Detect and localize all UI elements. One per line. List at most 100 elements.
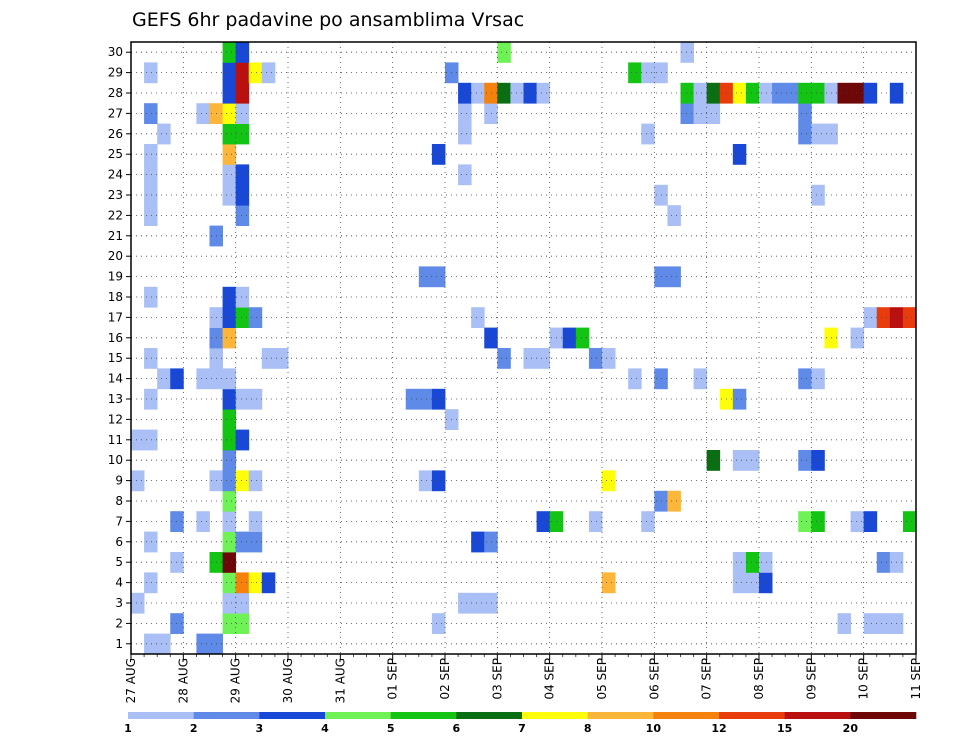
heatmap-cell (248, 470, 263, 492)
heatmap-cell (759, 552, 773, 573)
heatmap-cell (510, 82, 524, 104)
heatmap-cell (222, 123, 237, 145)
heatmap-cell (667, 266, 681, 288)
heatmap-cell (850, 82, 865, 104)
heatmap-cell (222, 388, 237, 410)
heatmap-cell (222, 409, 237, 430)
y-tick-label: 26 (108, 127, 123, 141)
y-tick-label: 17 (108, 310, 123, 324)
heatmap-cell (484, 82, 498, 104)
heatmap-cell (837, 613, 851, 634)
heatmap-cell (745, 552, 760, 573)
colorbar-label: 7 (518, 722, 526, 735)
y-tick-label: 13 (108, 392, 123, 406)
heatmap-cell (235, 429, 250, 451)
heatmap-cell (222, 42, 237, 63)
heatmap-cell (693, 103, 708, 124)
heatmap-cell (235, 62, 250, 84)
heatmap-cell (222, 184, 237, 206)
colorbar-label: 15 (777, 722, 792, 735)
heatmap-cell (222, 450, 237, 471)
heatmap-cell (144, 531, 158, 553)
heatmap-cell (588, 511, 603, 532)
heatmap-cell (196, 633, 210, 655)
heatmap-cell (157, 368, 171, 390)
heatmap-cell (222, 103, 237, 124)
heatmap-cell (732, 450, 747, 471)
grid-lines (131, 42, 916, 654)
heatmap-cell (602, 348, 616, 369)
heatmap-cell (588, 348, 603, 369)
heatmap-cell (235, 613, 250, 634)
heatmap-cell (876, 613, 891, 634)
heatmap-cell (157, 123, 171, 145)
heatmap-cell (131, 592, 145, 614)
heatmap-cell (667, 490, 681, 512)
y-tick-label: 23 (108, 188, 123, 202)
x-tick-label: 07 SEP (700, 658, 714, 700)
heatmap-cell (497, 348, 511, 369)
y-tick-label: 15 (108, 351, 123, 365)
heatmap-cell (772, 82, 786, 104)
heatmap-cell (248, 531, 263, 553)
heatmap-cell (680, 103, 694, 124)
y-tick-label: 28 (108, 86, 123, 100)
heatmap-cell (222, 286, 237, 308)
heatmap-cell (641, 511, 655, 532)
heatmap-cell (798, 368, 812, 390)
heatmap-cell (458, 123, 472, 145)
heatmap-cell (235, 592, 250, 614)
x-tick-label: 08 SEP (752, 658, 766, 700)
colorbar-label: 20 (843, 722, 859, 735)
colorbar-swatch (259, 712, 326, 719)
heatmap-cell (602, 470, 616, 492)
x-tick-label: 03 SEP (490, 658, 504, 700)
heatmap-cell (837, 82, 851, 104)
heatmap-cell (876, 552, 891, 573)
heatmap-cell (628, 62, 642, 84)
heatmap-cell (863, 82, 878, 104)
heatmap-cell (484, 531, 498, 553)
x-tick-label: 29 AUG (229, 658, 243, 703)
heatmap-cell (811, 368, 825, 390)
heatmap-cell (902, 307, 917, 328)
x-tick-label: 11 SEP (909, 658, 923, 700)
heatmap-cell (575, 327, 590, 349)
heatmap-cell (431, 144, 446, 165)
y-tick-label: 8 (115, 494, 123, 508)
heatmap-cell (235, 103, 250, 124)
x-tick-label: 09 SEP (804, 658, 818, 700)
heatmap-cell (235, 82, 250, 104)
heatmap-cell (196, 103, 210, 124)
y-tick-label: 24 (108, 168, 123, 182)
y-tick-label: 18 (108, 290, 123, 304)
heatmap-cell (471, 307, 485, 328)
heatmap-cell (418, 266, 433, 288)
heatmap-cell (732, 552, 747, 573)
y-tick-label: 2 (115, 616, 123, 630)
x-tick-label: 10 SEP (857, 658, 871, 700)
heatmap-cell (431, 266, 446, 288)
heatmap-cell (811, 184, 825, 206)
heatmap-cell (431, 388, 446, 410)
heatmap-cell (222, 307, 237, 328)
heatmap-cell (680, 82, 694, 104)
heatmap-cell (536, 82, 551, 104)
heatmap-cell (222, 62, 237, 84)
y-tick-label: 1 (115, 637, 123, 651)
heatmap-cell (431, 470, 446, 492)
heatmap-cell (418, 388, 433, 410)
heatmap-cell (131, 470, 145, 492)
heatmap-cell (222, 144, 237, 165)
heatmap-cell (144, 286, 158, 308)
colorbar-swatch (653, 712, 720, 719)
heatmap-cell (536, 348, 551, 369)
heatmap-cell (196, 368, 210, 390)
heatmap-cell (222, 572, 237, 594)
heatmap-cell (759, 82, 773, 104)
y-tick-label: 6 (115, 535, 123, 549)
y-tick-label: 12 (108, 412, 123, 426)
heatmap-cell (902, 511, 917, 532)
heatmap-cell (222, 164, 237, 186)
heatmap-cell (222, 82, 237, 104)
